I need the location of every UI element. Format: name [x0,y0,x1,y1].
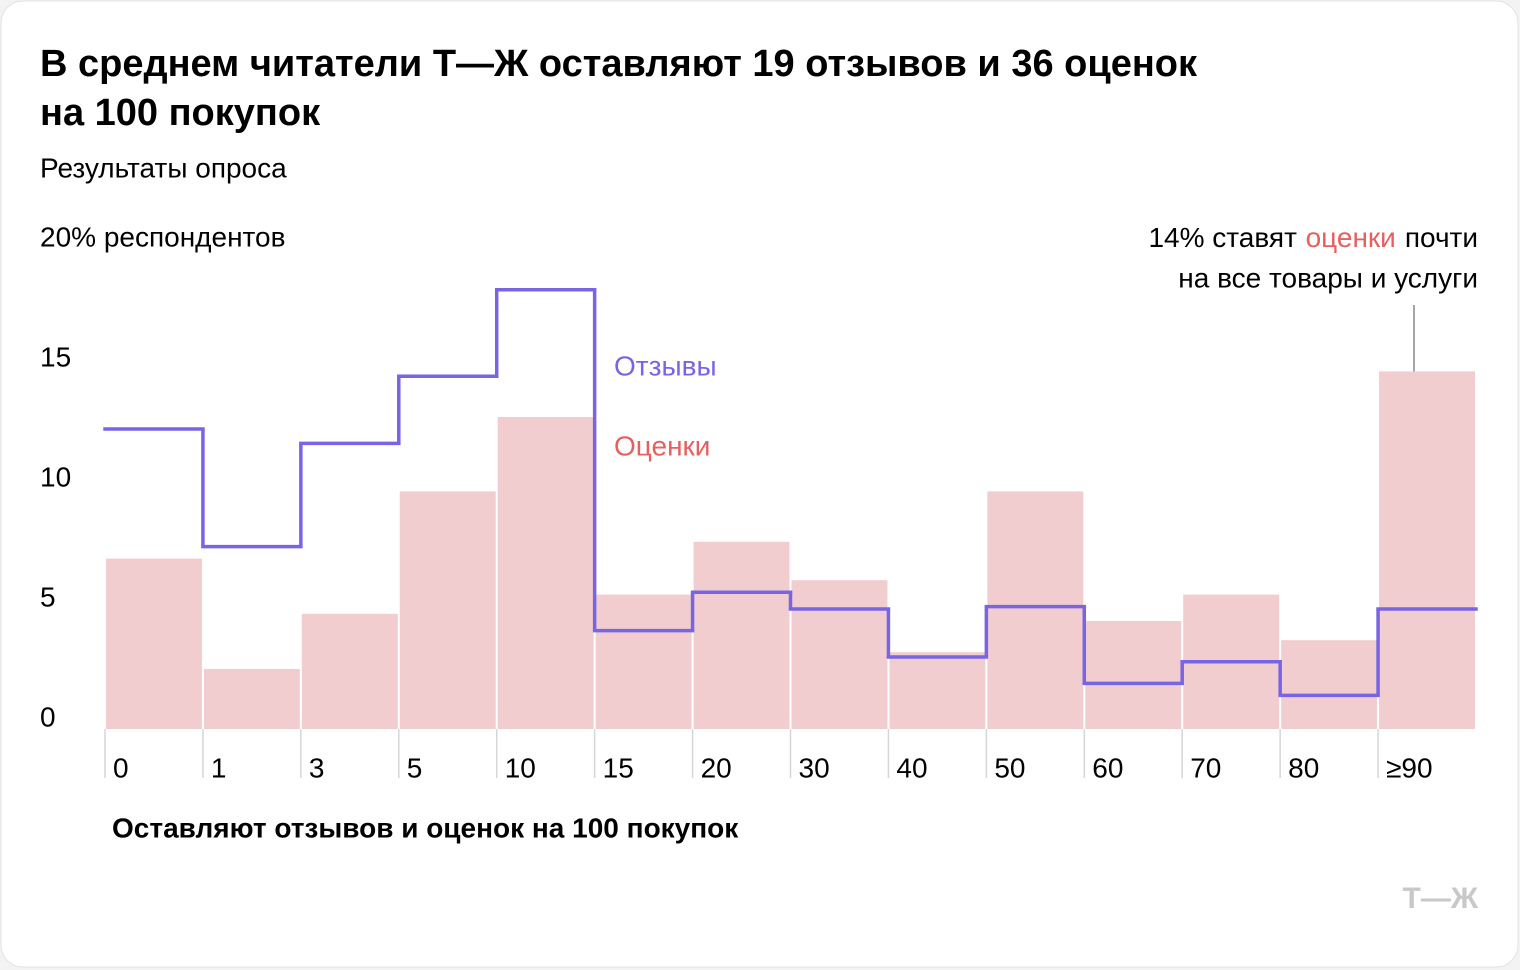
bar [1281,640,1378,729]
x-tick-label: 30 [799,752,830,783]
x-tick-label: 15 [603,752,634,783]
chart-title: на 100 покупок [40,92,321,134]
chart-title: В среднем читатели Т—Ж оставляют 19 отзы… [40,43,1198,85]
annotation-text: 14% ставят [1148,222,1297,253]
y-tick-label: 10 [40,461,71,492]
bar [987,491,1084,729]
annotation-highlight: оценки [1306,222,1396,253]
y-tick-label: 5 [40,581,56,612]
x-axis-title: Оставляют отзывов и оценок на 100 покупо… [112,812,739,843]
bar [693,541,790,729]
legend-label: Отзывы [614,350,717,381]
y-tick-label: 0 [40,701,56,732]
bar [301,613,398,729]
bar [203,669,300,729]
x-tick-label: 5 [407,752,423,783]
x-tick-label: 70 [1190,752,1221,783]
x-tick-label: 0 [113,752,129,783]
bar [1085,621,1182,729]
x-tick-label: ≥90 [1386,752,1433,783]
logo: Т—Ж [1403,882,1479,915]
y-tick-label: 15 [40,341,71,372]
y-tick-label: 20% респондентов [40,221,286,252]
x-tick-label: 10 [505,752,536,783]
bar [595,594,692,729]
bar [497,417,594,729]
x-tick-label: 40 [896,752,927,783]
x-tick-label: 50 [994,752,1025,783]
bar [106,558,202,729]
annotation: 14% ставят оценки почти [1148,222,1478,253]
legend-label: Оценки [614,430,710,461]
x-tick-label: 3 [309,752,325,783]
bar [889,652,986,729]
x-tick-label: 20 [701,752,732,783]
annotation-text: почти [1405,222,1478,253]
bar [399,491,496,729]
chart-subtitle: Результаты опроса [40,152,287,183]
x-tick-label: 1 [211,752,227,783]
bar [791,580,888,729]
x-tick-label: 60 [1092,752,1123,783]
x-tick-label: 80 [1288,752,1319,783]
bar [1379,371,1475,729]
annotation: на все товары и услуги [1178,262,1478,293]
